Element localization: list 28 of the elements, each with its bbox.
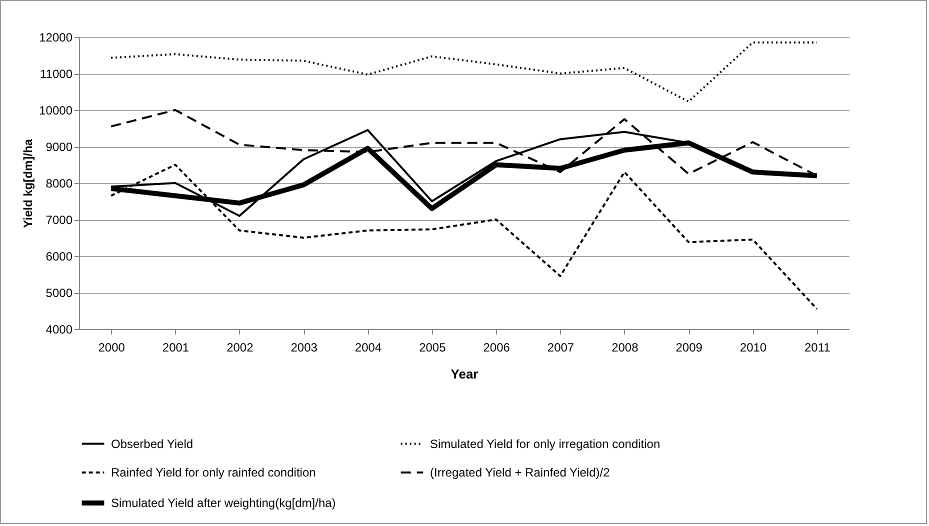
y-tick-label: 7000: [46, 213, 73, 227]
x-tick-label: 2004: [354, 340, 382, 354]
x-tick-label: 2011: [804, 340, 831, 354]
y-tick-label: 11000: [40, 67, 73, 81]
y-tick-label: 10000: [39, 104, 73, 118]
legend-label: Simulated Yield after weighting(kg[dm]/ha): [111, 496, 336, 510]
x-tick-label: 2002: [226, 340, 254, 354]
y-tick-label: 5000: [46, 286, 73, 300]
x-tick-label: 2000: [98, 340, 126, 354]
x-tick-label: 2005: [419, 340, 446, 354]
x-tick-label: 2003: [290, 340, 318, 354]
y-tick-label: 12000: [39, 30, 73, 44]
x-tick-label: 2009: [676, 340, 703, 354]
x-axis-title: Year: [450, 366, 478, 382]
x-tick-label: 2006: [483, 340, 510, 354]
legend-label: (Irregated Yield + Rainfed Yield)/2: [430, 466, 610, 480]
x-tick-label: 2001: [162, 340, 190, 354]
x-tick-label: 2010: [740, 340, 767, 354]
x-tick-label: 2008: [612, 340, 639, 354]
x-tick-label: 2007: [547, 340, 574, 354]
legend-label: Rainfed Yield for only rainfed condition: [111, 466, 316, 480]
y-tick-label: 9000: [46, 140, 73, 154]
y-tick-label: 4000: [46, 322, 73, 336]
y-tick-label: 6000: [46, 250, 73, 264]
legend-label: Obserbed Yield: [111, 436, 194, 451]
legend-label: Simulated Yield for only irregation condition: [430, 436, 660, 451]
y-axis-title: Yield kg[dm]/ha: [21, 138, 36, 228]
y-tick-label: 8000: [46, 176, 73, 190]
